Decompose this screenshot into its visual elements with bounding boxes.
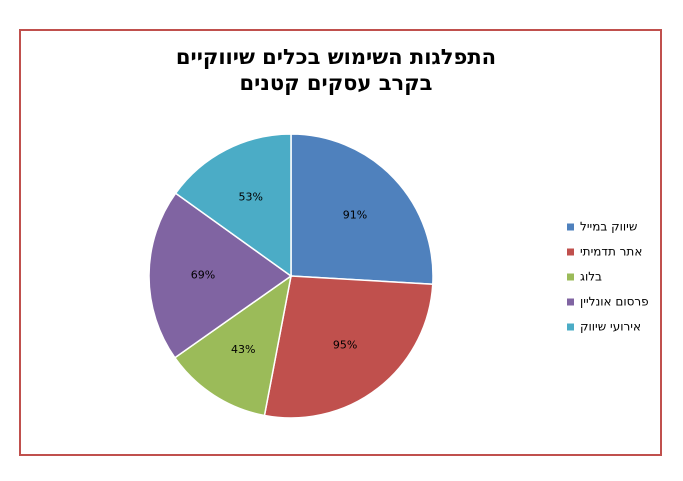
legend-swatch xyxy=(567,323,574,331)
legend-label: פרסום אונליין xyxy=(580,295,649,309)
pie-slice xyxy=(290,133,434,286)
legend-swatch xyxy=(567,223,574,231)
data-label: 91% xyxy=(343,209,367,222)
data-label: 43% xyxy=(231,343,255,356)
chart-title: התפלגות השימוש בכלים שיווקיים xyxy=(176,45,496,69)
pie-slice xyxy=(263,275,434,419)
legend-label: שיווק במייל xyxy=(580,220,637,234)
pie-slice xyxy=(148,192,293,359)
data-label: 69% xyxy=(191,269,215,282)
legend-label: אתר תדמיתי xyxy=(580,245,642,259)
legend-swatch xyxy=(567,248,574,256)
legend-swatch xyxy=(567,273,574,281)
chart-title: בקרב עסקים קטנים xyxy=(240,71,433,95)
pie-slice xyxy=(173,274,293,417)
pie-slice xyxy=(174,133,292,278)
data-label: 95% xyxy=(333,338,357,351)
legend-swatch xyxy=(567,298,574,306)
legend-label: אירועי שיווק xyxy=(580,320,641,334)
data-label: 53% xyxy=(239,191,263,204)
legend-label: בלוג xyxy=(580,270,602,284)
